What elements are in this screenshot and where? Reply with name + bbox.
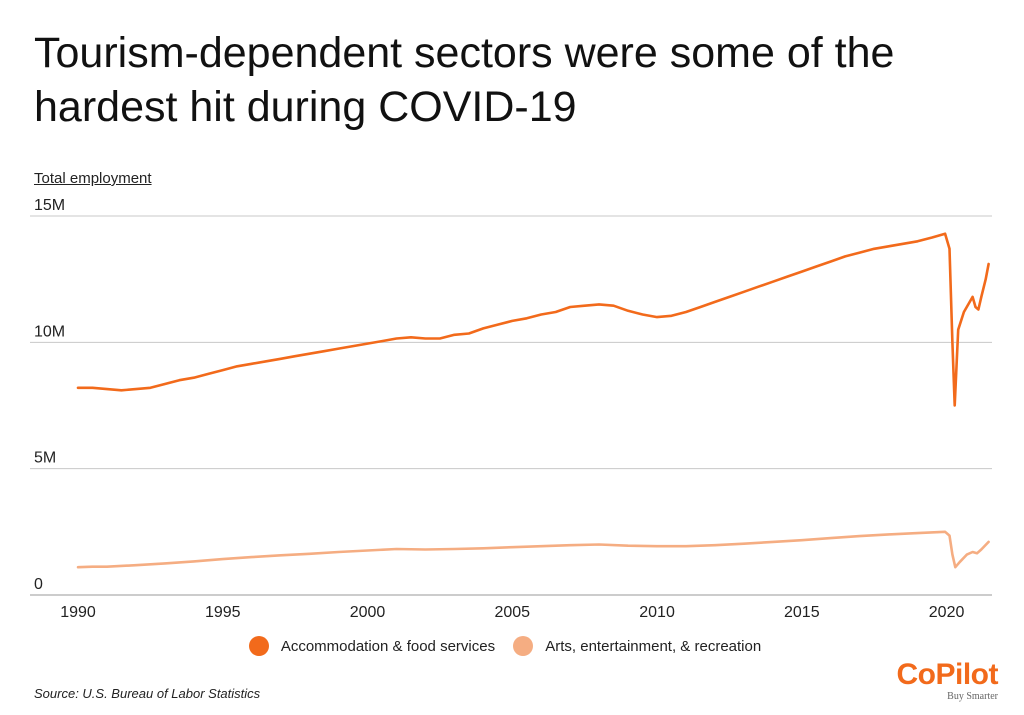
series-line-accommodation [76,232,990,407]
x-tick-label: 1995 [205,604,241,621]
legend-item-arts[interactable]: Arts, entertainment, & recreation [513,636,761,656]
y-tick-label: 5M [34,450,56,467]
x-tick-label: 1990 [60,604,96,621]
x-tick-label: 2015 [784,604,820,621]
y-tick-label: 15M [34,197,65,214]
series-line-arts [76,530,990,569]
chart-title: Tourism-dependent sectors were some of t… [34,29,895,131]
source-note: Source: U.S. Bureau of Labor Statistics [34,686,261,701]
x-tick-label: 2000 [350,604,386,621]
legend: Accommodation & food services Arts, ente… [0,636,1024,660]
x-tick-label: 2020 [929,604,965,621]
y-tick-label: 10M [34,323,65,340]
legend-label-accommodation: Accommodation & food services [280,637,496,655]
y-axis-label: Total employment [34,170,152,187]
brand-tagline: Buy Smarter [947,691,998,702]
legend-label-arts: Arts, entertainment, & recreation [545,637,762,655]
x-tick-label: 2005 [494,604,530,621]
legend-swatch-arts [513,636,534,656]
legend-swatch-accommodation [248,636,269,656]
brand-name: CoPilot [896,658,999,691]
copilot-logo[interactable]: CoPilot Buy Smarter [896,658,999,703]
legend-item-accommodation[interactable]: Accommodation & food services [248,636,496,656]
y-tick-label: 0 [34,576,43,593]
x-tick-label: 2010 [639,604,675,621]
employment-line-chart: 0 5M 10M 15M 1990 1995 2000 2005 2010 2015 2020 [30,197,992,621]
